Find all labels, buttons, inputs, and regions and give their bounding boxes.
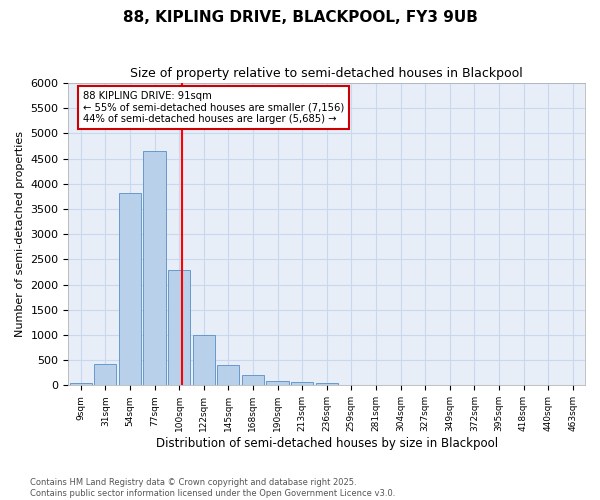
Bar [143, 150, 166, 386]
Title: Size of property relative to semi-detached houses in Blackpool: Size of property relative to semi-detach… [130, 68, 523, 80]
Bar [70, 383, 92, 386]
Bar [242, 375, 264, 386]
Text: Contains HM Land Registry data © Crown copyright and database right 2025.
Contai: Contains HM Land Registry data © Crown c… [30, 478, 395, 498]
Text: 88, KIPLING DRIVE, BLACKPOOL, FY3 9UB: 88, KIPLING DRIVE, BLACKPOOL, FY3 9UB [122, 10, 478, 25]
Bar [217, 365, 239, 386]
Bar [316, 383, 338, 386]
Bar [119, 193, 141, 386]
Y-axis label: Number of semi-detached properties: Number of semi-detached properties [15, 131, 25, 337]
Bar [168, 270, 190, 386]
Text: 88 KIPLING DRIVE: 91sqm
← 55% of semi-detached houses are smaller (7,156)
44% of: 88 KIPLING DRIVE: 91sqm ← 55% of semi-de… [83, 90, 344, 124]
Bar [291, 382, 313, 386]
Bar [266, 381, 289, 386]
Bar [193, 336, 215, 386]
X-axis label: Distribution of semi-detached houses by size in Blackpool: Distribution of semi-detached houses by … [155, 437, 498, 450]
Bar [94, 364, 116, 386]
